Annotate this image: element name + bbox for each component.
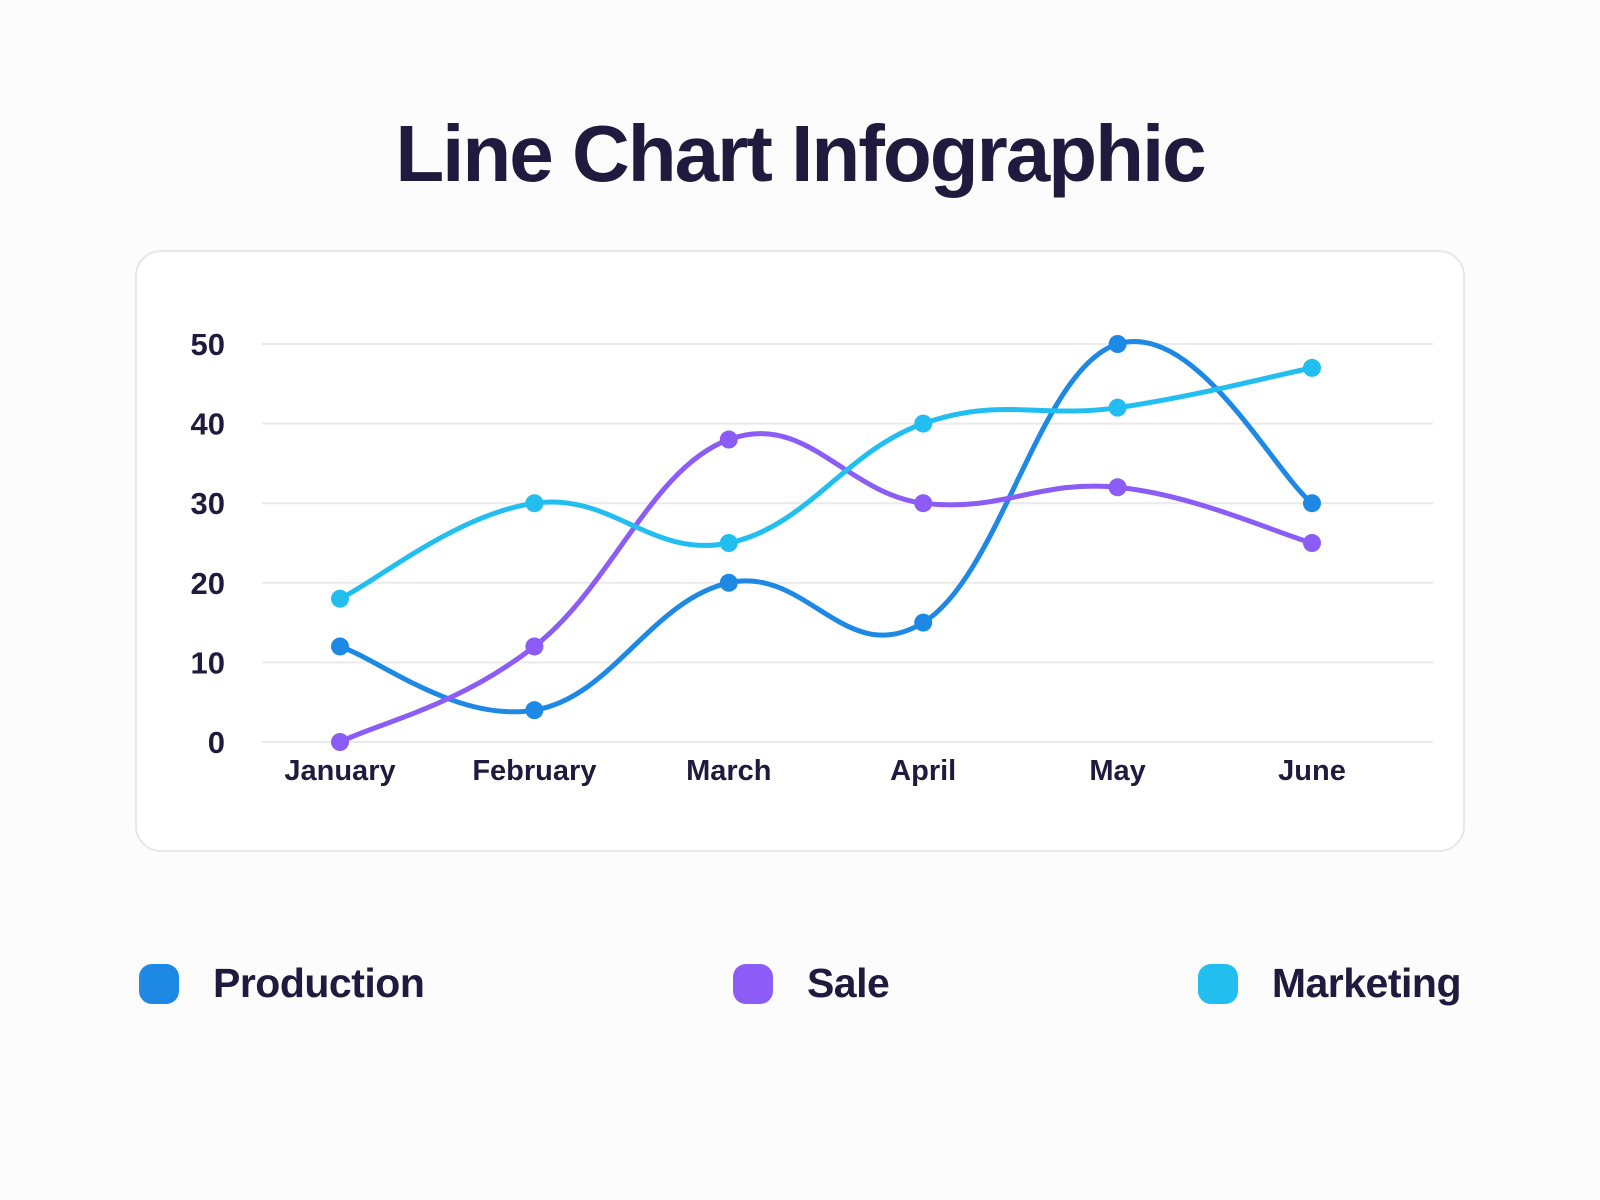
y-axis-tick-40: 40 — [191, 407, 225, 442]
data-point-production-april — [914, 613, 933, 632]
line-chart: 0 10 20 30 40 50 January February March April May J… — [191, 327, 1433, 787]
legend: Production Sale Marketing — [139, 960, 1462, 1007]
data-point-marketing-june — [1303, 358, 1321, 377]
y-axis-tick-0: 0 — [208, 725, 225, 760]
y-axis-tick-10: 10 — [191, 645, 225, 680]
x-axis-label-january: January — [284, 755, 395, 787]
legend-item-production: Production — [139, 960, 425, 1007]
data-point-sale-march — [719, 430, 738, 449]
x-axis-label-april: April — [890, 755, 956, 787]
data-point-marketing-may — [1108, 398, 1127, 417]
data-point-marketing-february — [525, 494, 544, 513]
y-axis-tick-20: 20 — [191, 566, 225, 601]
marketing-legend-label: Marketing — [1271, 960, 1462, 1006]
legend-item-sale: Sale — [732, 960, 890, 1007]
marketing-legend-marker-icon — [1197, 963, 1238, 1004]
y-axis-tick-50: 50 — [191, 327, 225, 362]
series-line-sale — [337, 431, 1315, 745]
data-point-sale-april — [914, 494, 933, 513]
sale-legend-marker-icon — [732, 963, 773, 1004]
x-axis-label-march: March — [686, 755, 771, 787]
data-point-sale-june — [1303, 534, 1321, 552]
data-point-production-may — [1108, 335, 1127, 353]
sale-legend-label: Sale — [806, 960, 890, 1006]
data-point-marketing-april — [914, 414, 933, 433]
data-point-sale-may — [1108, 478, 1127, 497]
page-title: Line Chart Infographic — [395, 109, 1206, 198]
series-line-marketing — [337, 365, 1315, 602]
data-point-production-march — [719, 573, 738, 592]
data-point-production-february — [525, 701, 544, 720]
x-axis-label-february: February — [472, 755, 596, 787]
chart-card: 0 10 20 30 40 50 January February March April May J… — [135, 250, 1465, 852]
x-axis-label-june: June — [1278, 755, 1346, 787]
data-point-production-june — [1303, 494, 1321, 513]
y-axis-tick-30: 30 — [191, 486, 225, 521]
data-point-marketing-january — [331, 589, 349, 608]
legend-item-marketing: Marketing — [1197, 960, 1462, 1007]
production-legend-label: Production — [213, 960, 425, 1006]
data-point-marketing-march — [719, 534, 738, 552]
data-point-sale-february — [525, 637, 544, 656]
data-point-production-january — [331, 637, 349, 656]
production-legend-marker-icon — [139, 963, 179, 1004]
data-point-sale-january — [331, 733, 349, 751]
x-axis-label-may: May — [1089, 755, 1145, 787]
